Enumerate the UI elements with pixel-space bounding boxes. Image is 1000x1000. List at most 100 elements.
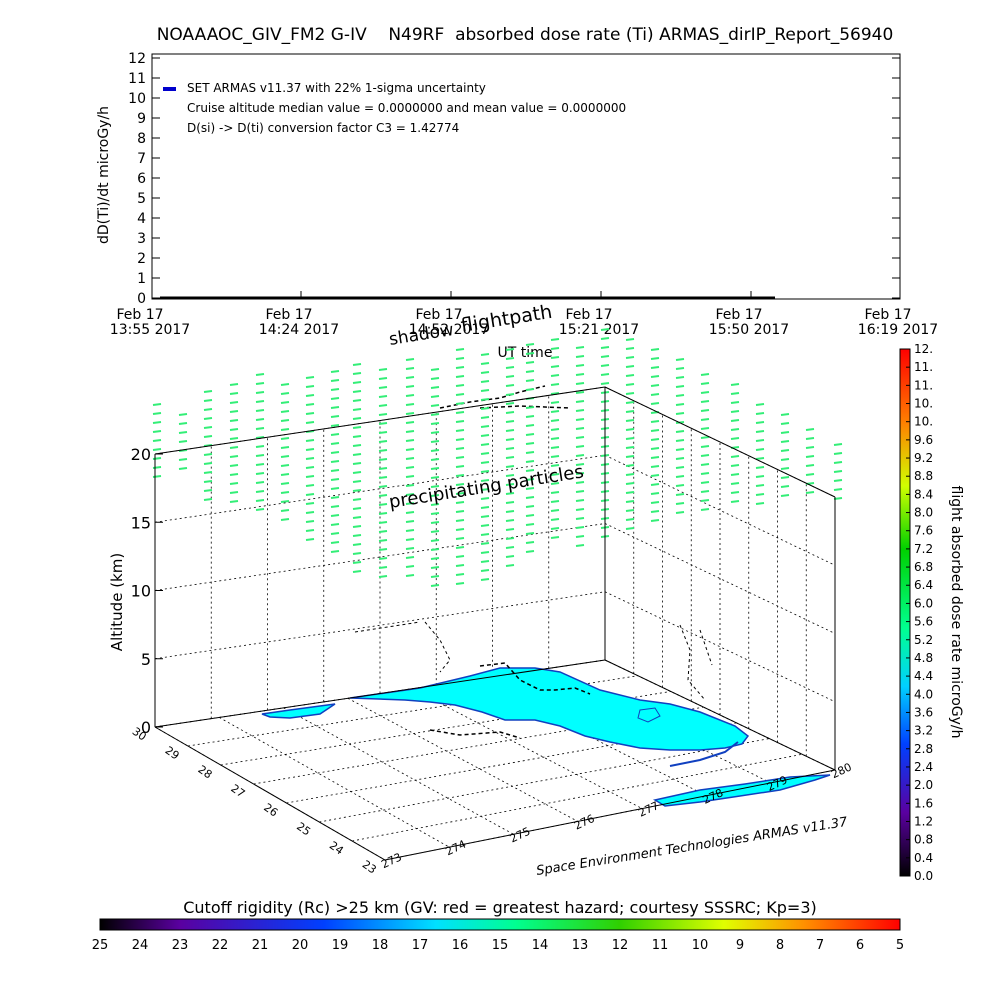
cutoff-tick-label: 6 xyxy=(856,938,864,953)
colorbar-tick-label: 8.4 xyxy=(914,487,933,501)
particle-mark xyxy=(405,520,415,523)
particle-mark xyxy=(575,409,585,412)
particle-mark xyxy=(700,481,710,484)
particle-mark xyxy=(600,364,610,367)
particle-mark xyxy=(280,491,290,494)
particle-mark xyxy=(550,473,560,476)
colorbar-tick-label: 9.2 xyxy=(914,451,933,465)
particle-mark xyxy=(255,427,265,430)
particle-mark xyxy=(730,383,740,386)
latitude-tick-label: 28 xyxy=(196,763,215,782)
particle-mark xyxy=(455,519,465,522)
page-title: NOAAAOC_GIV_FM2 G-IV N49RF absorbed dose… xyxy=(157,25,894,45)
particle-mark xyxy=(378,449,388,452)
particle-mark xyxy=(505,456,515,459)
particle-mark xyxy=(505,402,515,405)
particle-mark xyxy=(575,373,585,376)
particle-mark xyxy=(550,383,560,386)
particle-mark xyxy=(480,533,490,536)
particle-mark xyxy=(600,346,610,349)
annotation-cruise: Cruise altitude median value = 0.0000000… xyxy=(187,101,626,115)
particle-mark xyxy=(305,457,315,460)
particle-mark xyxy=(330,415,340,418)
particle-mark xyxy=(730,419,740,422)
particle-mark xyxy=(305,430,315,433)
particle-mark xyxy=(525,424,535,427)
latitude-tick-label: 24 xyxy=(327,839,346,858)
particle-mark xyxy=(480,398,490,401)
altitude-tick-label: 5 xyxy=(141,650,151,669)
particle-mark xyxy=(625,464,635,467)
particle-mark xyxy=(255,472,265,475)
particle-mark xyxy=(525,541,535,544)
particle-mark xyxy=(280,518,290,521)
particle-mark xyxy=(430,494,440,497)
particle-mark xyxy=(405,421,415,424)
particle-mark xyxy=(152,403,162,406)
particle-mark xyxy=(650,375,660,378)
particle-mark xyxy=(405,376,415,379)
box-edge xyxy=(604,659,836,771)
floor-gridline xyxy=(219,717,450,848)
particle-mark xyxy=(575,364,585,367)
particle-mark xyxy=(780,485,790,488)
box-edge xyxy=(604,386,836,498)
colorbar-tick-label: 6.0 xyxy=(914,596,933,610)
particle-mark xyxy=(152,475,162,478)
particle-mark xyxy=(505,366,515,369)
particle-mark xyxy=(255,409,265,412)
particle-mark xyxy=(650,366,660,369)
particle-mark xyxy=(405,394,415,397)
particle-mark xyxy=(330,406,340,409)
particle-mark xyxy=(833,470,843,473)
particle-mark xyxy=(480,371,490,374)
particle-mark xyxy=(405,358,415,361)
particle-mark xyxy=(575,391,585,394)
particle-mark xyxy=(330,514,340,517)
particle-mark xyxy=(525,361,535,364)
particle-mark xyxy=(203,417,213,420)
particle-mark xyxy=(675,358,685,361)
particle-mark xyxy=(229,491,239,494)
particle-mark xyxy=(352,426,362,429)
particle-mark xyxy=(575,418,585,421)
particle-mark xyxy=(378,377,388,380)
particle-mark xyxy=(352,489,362,492)
particle-mark xyxy=(730,455,740,458)
particle-mark xyxy=(430,431,440,434)
particle-mark xyxy=(550,482,560,485)
particle-mark xyxy=(430,566,440,569)
particle-mark xyxy=(805,455,815,458)
particle-mark xyxy=(352,480,362,483)
particle-mark xyxy=(229,401,239,404)
floor-gridline xyxy=(283,707,514,835)
colorbar-tick-label: 10. xyxy=(914,397,933,411)
altitude-tick-label: 20 xyxy=(131,445,151,464)
particle-mark xyxy=(833,479,843,482)
particle-mark xyxy=(550,500,560,503)
particle-mark xyxy=(430,512,440,515)
altitude-tick-label: 15 xyxy=(131,513,151,532)
particle-mark xyxy=(525,532,535,535)
particle-mark xyxy=(430,395,440,398)
particle-mark xyxy=(378,476,388,479)
particle-mark xyxy=(730,401,740,404)
y-tick-label: 6 xyxy=(137,171,146,187)
particle-mark xyxy=(650,420,660,423)
particle-mark xyxy=(352,507,362,510)
box-edges xyxy=(154,386,836,861)
particle-mark xyxy=(755,421,765,424)
colorbar-tick-label: 0.0 xyxy=(914,869,933,883)
particle-mark xyxy=(700,427,710,430)
particle-mark xyxy=(305,502,315,505)
particle-mark xyxy=(352,570,362,573)
particle-mark xyxy=(675,448,685,451)
particle-mark xyxy=(203,471,213,474)
particle-mark xyxy=(280,437,290,440)
particle-mark xyxy=(505,384,515,387)
particle-mark xyxy=(330,505,340,508)
x-tick-time: 16:19 2017 xyxy=(858,322,938,338)
particle-mark xyxy=(525,406,535,409)
particle-mark xyxy=(305,511,315,514)
